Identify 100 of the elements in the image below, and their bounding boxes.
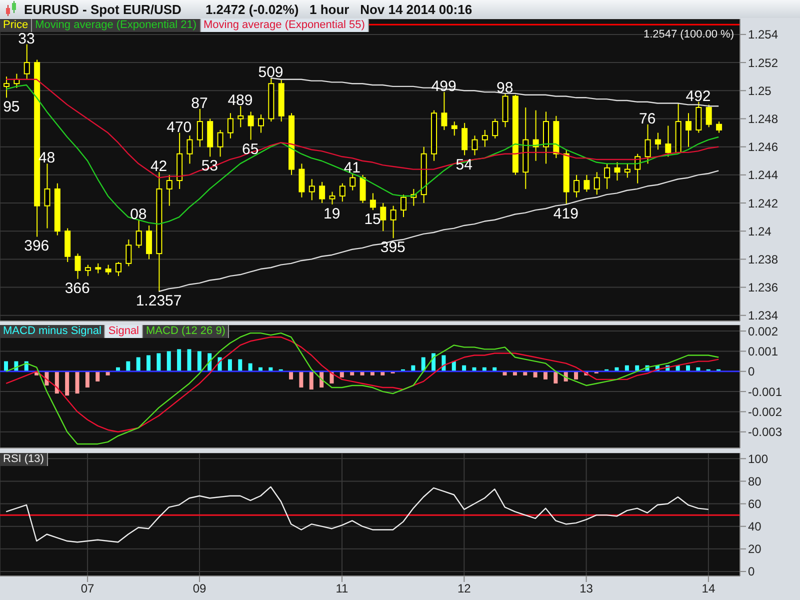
y-tick-label: 1.246 bbox=[748, 140, 778, 154]
y-tick-label: 1.25 bbox=[748, 84, 772, 98]
candlestick bbox=[308, 178, 315, 201]
bar bbox=[65, 371, 70, 396]
y-tick-label: 60 bbox=[748, 497, 762, 512]
candlestick bbox=[644, 124, 651, 164]
bar bbox=[146, 355, 151, 372]
bar bbox=[533, 371, 538, 378]
annotation: 419 bbox=[553, 205, 578, 222]
candlestick bbox=[329, 191, 336, 205]
text: Price bbox=[0, 19, 32, 32]
candlestick bbox=[248, 111, 254, 140]
y-tick-label: 1.252 bbox=[748, 56, 778, 70]
x-tick-label: 13 bbox=[580, 582, 594, 596]
y-tick-label: 80 bbox=[748, 474, 762, 488]
annotation: 95 bbox=[3, 98, 20, 116]
candlestick bbox=[706, 104, 712, 128]
candlestick bbox=[451, 121, 458, 136]
y-tick-label: 20 bbox=[748, 542, 762, 556]
candlestick bbox=[258, 114, 264, 134]
candlestick bbox=[115, 262, 122, 277]
y-tick-label: 1.234 bbox=[748, 308, 778, 323]
x-tick-label: 07 bbox=[80, 582, 95, 596]
annotation: 08 bbox=[130, 206, 147, 223]
annotation: 41 bbox=[344, 160, 361, 177]
candlestick bbox=[24, 44, 30, 80]
bar bbox=[197, 351, 202, 372]
candlestick bbox=[594, 172, 600, 196]
candlestick bbox=[441, 92, 448, 130]
candlestick bbox=[492, 118, 498, 139]
annotation: 395 bbox=[380, 239, 406, 256]
candlestick bbox=[472, 135, 478, 156]
annotation: 1.2357 bbox=[136, 292, 182, 310]
y-tick-label: 1.236 bbox=[748, 280, 778, 295]
annotation: 42 bbox=[150, 158, 168, 176]
candlestick bbox=[146, 224, 152, 260]
candlestick bbox=[654, 132, 661, 150]
y-tick-label: 1.238 bbox=[748, 252, 778, 266]
candlestick bbox=[238, 106, 244, 128]
candlestick bbox=[136, 219, 142, 248]
candlestick bbox=[4, 76, 10, 98]
candlestick bbox=[84, 264, 91, 277]
candlestick bbox=[716, 121, 722, 134]
bar bbox=[554, 371, 558, 384]
line-series bbox=[6, 336, 720, 432]
candlestick bbox=[696, 101, 702, 134]
candlestick bbox=[166, 174, 172, 206]
y-tick-label: 1.248 bbox=[748, 112, 778, 126]
bar bbox=[156, 353, 161, 372]
text: Moving average (Exponential 55) bbox=[200, 19, 369, 32]
line-series bbox=[6, 78, 720, 178]
chart-subtitle: 1.2472 (-0.02%) 1 hour Nov 14 2014 00:16 bbox=[205, 2, 472, 16]
y-tick-label: -0.001 bbox=[748, 384, 782, 399]
series-label: MACD (12 26 9) bbox=[143, 325, 230, 338]
annotation: 470 bbox=[166, 118, 192, 136]
y-tick-label: 1.242 bbox=[748, 196, 778, 210]
candlestick bbox=[339, 182, 346, 202]
y-tick-label: 0 bbox=[748, 564, 755, 579]
y-tick-label: 1.24 bbox=[748, 224, 772, 238]
annotation: 19 bbox=[323, 205, 340, 222]
y-tick-label: 0.001 bbox=[748, 344, 778, 358]
text: Moving average (Exponential 21) bbox=[32, 19, 200, 32]
annotation: 33 bbox=[18, 30, 35, 48]
candlestick bbox=[482, 129, 488, 148]
candlestick bbox=[298, 163, 305, 198]
bar bbox=[85, 371, 90, 388]
candlestick bbox=[665, 125, 672, 158]
candlestick bbox=[44, 163, 50, 229]
bar bbox=[289, 371, 294, 380]
y-tick-label: 0 bbox=[748, 364, 755, 379]
bar bbox=[187, 349, 192, 372]
candlestick bbox=[614, 162, 620, 182]
bar bbox=[177, 349, 182, 372]
bar bbox=[166, 351, 171, 372]
candlestick bbox=[74, 253, 81, 280]
bar bbox=[543, 371, 548, 380]
x-tick-label: 11 bbox=[336, 582, 349, 596]
candlestick bbox=[217, 129, 224, 158]
annotation: 396 bbox=[24, 238, 50, 255]
candlestick bbox=[370, 192, 376, 211]
annotation: 489 bbox=[228, 92, 253, 110]
text: MACD minus Signal bbox=[0, 325, 106, 338]
bar bbox=[299, 371, 304, 388]
bar bbox=[309, 371, 314, 390]
bar bbox=[75, 371, 80, 394]
text: RSI (13) bbox=[0, 453, 48, 466]
candlestick bbox=[360, 174, 366, 204]
candlestick bbox=[319, 181, 326, 204]
bar bbox=[228, 359, 232, 372]
candlestick bbox=[686, 112, 692, 148]
y-tick-label: -0.002 bbox=[748, 404, 782, 419]
candlestick bbox=[350, 173, 356, 191]
candlestick bbox=[196, 108, 203, 148]
x-tick-label: 14 bbox=[702, 582, 716, 596]
y-tick-label: 1.254 bbox=[748, 28, 778, 42]
annotation: 15 bbox=[364, 211, 381, 228]
candlestick bbox=[95, 262, 102, 274]
bar bbox=[340, 371, 344, 378]
bar bbox=[96, 371, 100, 382]
bar bbox=[136, 357, 140, 372]
